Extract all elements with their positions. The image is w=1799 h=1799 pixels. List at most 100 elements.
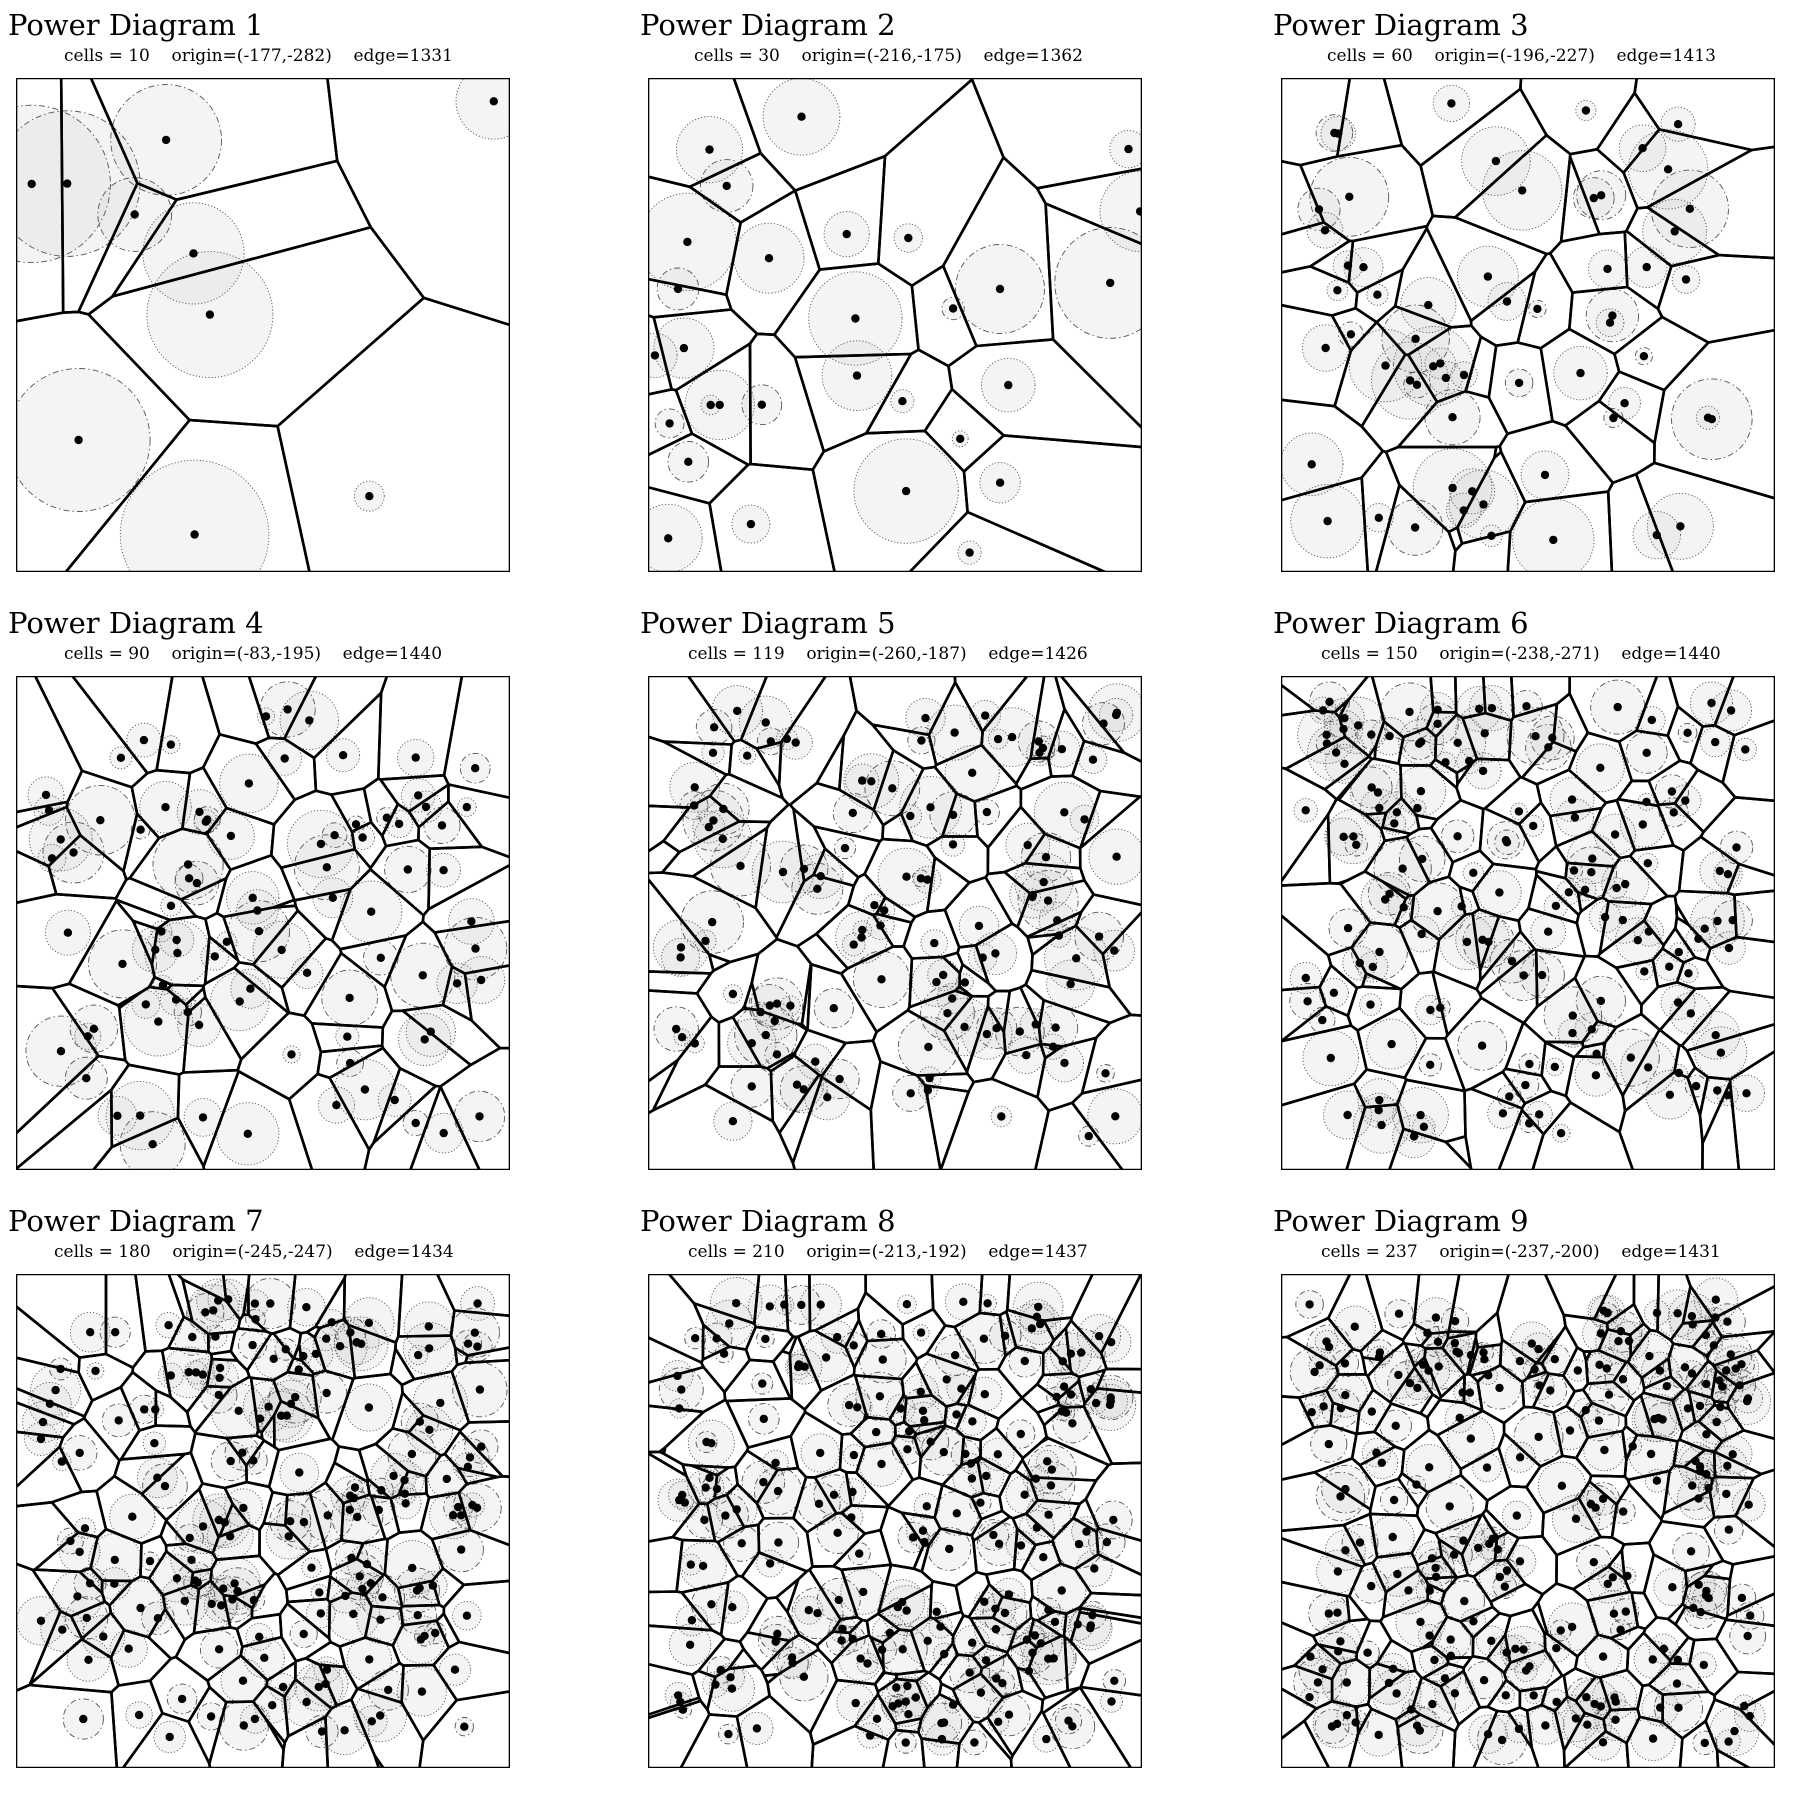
site-point (1086, 1385, 1096, 1394)
site-point (328, 893, 337, 902)
site-point (56, 835, 65, 844)
site-point (1448, 413, 1457, 422)
site-point (1487, 704, 1497, 713)
weight-circle (1379, 1409, 1412, 1443)
site-point (1073, 1620, 1082, 1629)
weight-circle (1320, 115, 1356, 152)
weight-circle (842, 1392, 873, 1423)
weight-circle (1349, 764, 1407, 821)
site-point (759, 1477, 768, 1487)
site-point (1600, 912, 1610, 922)
site-point (857, 933, 866, 942)
site-point (1699, 1660, 1708, 1670)
power-cell (648, 314, 674, 396)
site-point (367, 907, 376, 916)
site-point (906, 811, 915, 821)
weight-circle (1087, 683, 1142, 742)
weight-circle (1071, 1516, 1102, 1547)
weight-circle (66, 1637, 111, 1682)
weight-circle (141, 1601, 175, 1636)
weight-circle (1713, 859, 1743, 889)
site-point (728, 1603, 737, 1612)
site-point (1623, 1571, 1632, 1581)
edge-label: edge=1426 (988, 644, 1088, 664)
site-point (1530, 1365, 1539, 1374)
site-point (1589, 193, 1598, 203)
weight-circle (1501, 1634, 1530, 1664)
site-point (327, 1318, 336, 1327)
site-point (1620, 399, 1629, 408)
site-point (408, 1563, 417, 1573)
site-point (1465, 756, 1474, 766)
weight-circle (1648, 1633, 1680, 1664)
site-point (1480, 729, 1489, 738)
site-point (1746, 1611, 1755, 1620)
power-cell (1403, 1342, 1427, 1368)
power-cell (288, 1274, 348, 1335)
site-point (239, 1503, 248, 1513)
power-cell (1625, 1715, 1684, 1768)
site-point (1505, 1092, 1514, 1101)
weight-circle (1727, 1074, 1766, 1112)
site-point (1058, 1357, 1067, 1366)
weight-circles (648, 78, 1142, 572)
weight-circle (350, 825, 376, 850)
site-point (943, 1009, 952, 1018)
site-point (1054, 931, 1064, 940)
site-point (1648, 1655, 1657, 1664)
site-point (848, 1634, 857, 1644)
site-point (1341, 1484, 1350, 1494)
site-point (1039, 1553, 1048, 1562)
power-cell (1381, 1568, 1430, 1619)
site-point (892, 1683, 901, 1692)
weight-circle (1510, 802, 1528, 821)
weight-circle (1608, 386, 1641, 420)
weight-circle (1295, 1290, 1324, 1319)
weight-circle (451, 1505, 471, 1525)
weight-circle (706, 1655, 735, 1685)
weight-circle (56, 1527, 84, 1555)
site-point (1322, 739, 1332, 748)
weight-circle (256, 1391, 306, 1441)
site-point (1332, 1719, 1342, 1729)
site-point (1730, 1726, 1739, 1736)
weight-circle (1637, 852, 1659, 874)
site-point (36, 1616, 46, 1625)
weight-circle (975, 1007, 1018, 1049)
weight-circle (452, 1483, 502, 1533)
site-point (1522, 702, 1531, 711)
weight-circle (64, 1056, 108, 1100)
site-point (1066, 1349, 1076, 1358)
site-point (345, 1058, 355, 1068)
power-cell (986, 989, 1012, 1034)
weight-circle (711, 685, 763, 737)
site-point (974, 921, 984, 931)
site-point (1564, 888, 1573, 897)
site-point (1502, 838, 1512, 847)
site-point (357, 1339, 366, 1348)
site-point (1515, 1356, 1525, 1366)
power-cell (147, 1550, 195, 1597)
weight-circle (797, 853, 844, 899)
site-point (1305, 1693, 1314, 1702)
site-point (950, 728, 959, 737)
weight-circle (661, 1359, 694, 1392)
site-point (1031, 1020, 1040, 1029)
site-point (1525, 1119, 1534, 1128)
weight-circle (1365, 1446, 1399, 1480)
power-cell (391, 1619, 451, 1667)
site-point (1459, 506, 1468, 515)
cell-edges (16, 676, 510, 1170)
site-point (82, 1074, 91, 1083)
site-point (456, 1511, 466, 1520)
weight-circle (949, 1652, 991, 1694)
site-point (1367, 730, 1376, 739)
site-point (230, 1579, 239, 1588)
weight-circle (1400, 277, 1457, 334)
site-point (414, 1350, 423, 1360)
site-point (222, 937, 231, 946)
site-point (765, 1302, 774, 1311)
weight-circle (1599, 896, 1647, 944)
site-point (413, 1611, 422, 1620)
power-cell (954, 1403, 1001, 1442)
